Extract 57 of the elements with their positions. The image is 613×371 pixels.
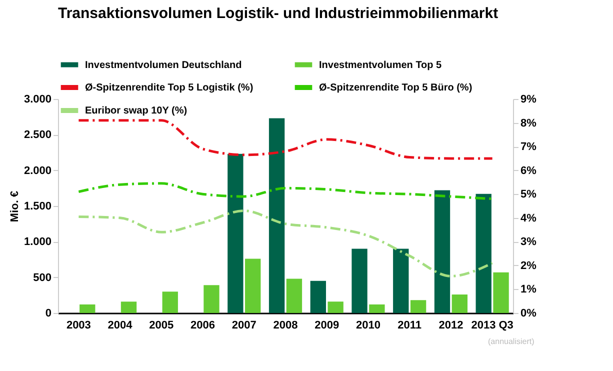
bar: [452, 294, 468, 313]
legend-label: Euribor swap 10Y (%): [85, 106, 188, 116]
y2-tick-label: 6%: [520, 164, 537, 177]
y-tick-label: 0: [45, 308, 52, 320]
x-tick-label: 2007: [232, 320, 256, 332]
x-tick-label: 2010: [356, 320, 380, 332]
bar: [286, 278, 302, 313]
bar: [268, 118, 285, 313]
x-tick-label: 2013 Q3: [471, 320, 514, 332]
bar: [352, 248, 368, 313]
legend-label: Investmentvolumen Deutschland: [85, 60, 242, 71]
y-tick-label: 2.000: [24, 164, 52, 177]
y2-tick-label: 9%: [520, 94, 537, 106]
y2-tick-label: 5%: [520, 188, 537, 201]
text: (annualisiert): [488, 337, 534, 346]
y2-tick-label: 8%: [520, 117, 537, 130]
bar: [369, 304, 385, 313]
bar: [328, 302, 344, 313]
legend-label: Ø-Spitzenrendite Top 5 Büro (%): [319, 82, 472, 94]
bar: [493, 272, 509, 313]
y-tick-label: 3.000: [24, 94, 52, 106]
y2-tick-label: 4%: [520, 212, 537, 224]
bar: [204, 285, 220, 313]
bar: [228, 154, 244, 313]
legend-label: Investmentvolumen Top 5: [319, 60, 442, 71]
x-tick-label: 2011: [398, 320, 422, 332]
line-series: [77, 119, 494, 160]
bar: [80, 304, 96, 313]
line-series: [77, 182, 494, 200]
bar: [245, 258, 261, 313]
bar: [393, 248, 409, 313]
y-tick-label: 500: [33, 272, 52, 284]
y-tick-label: 2.500: [24, 129, 52, 142]
x-tick-label: 2009: [314, 320, 340, 332]
x-tick-label: 2008: [273, 320, 298, 332]
bar: [310, 280, 326, 313]
bar: [410, 300, 426, 313]
bar: [162, 292, 178, 313]
y2-tick-label: 0%: [520, 308, 537, 320]
y2-tick-label: 2%: [520, 260, 537, 272]
x-tick-label: 2003: [66, 320, 91, 332]
y-tick-label: 1.000: [24, 236, 52, 248]
x-tick-label: 2004: [108, 320, 134, 332]
y2-tick-label: 7%: [520, 141, 537, 154]
chart-title: Transaktionsvolumen Logistik- und Industrieimmobilienmarkt: [58, 5, 498, 22]
y-axis-title: Mio. €: [8, 190, 21, 222]
y2-tick-label: 1%: [520, 284, 537, 296]
bar: [434, 190, 450, 313]
x-tick-label: 2006: [190, 320, 216, 332]
x-tick-label: 2012: [438, 320, 464, 332]
y-tick-label: 1.500: [24, 200, 52, 212]
y2-tick-label: 3%: [520, 236, 537, 248]
line-series: [77, 210, 494, 278]
bar: [120, 302, 137, 313]
bar: [476, 194, 492, 313]
legend-label: Ø-Spitzenrendite Top 5 Logistik (%): [85, 82, 254, 94]
x-tick-label: 2005: [149, 320, 174, 332]
